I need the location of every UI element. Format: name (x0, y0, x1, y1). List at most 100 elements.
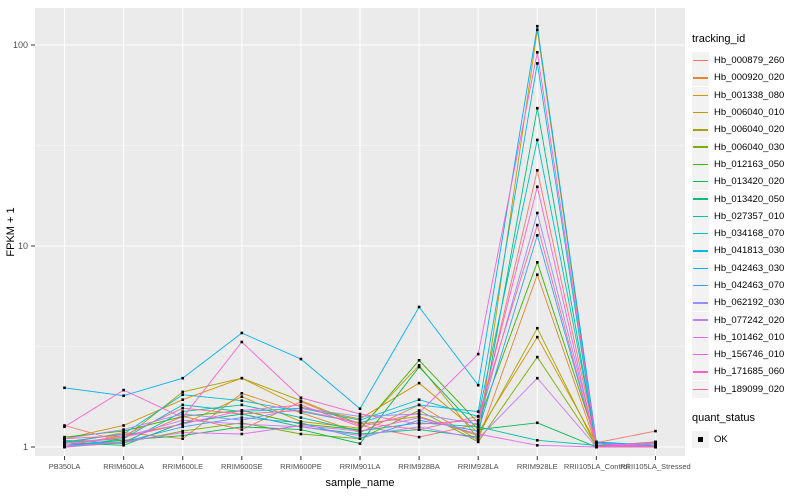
x-tick-label: RRIM901LA (340, 462, 381, 471)
data-point (240, 376, 244, 380)
x-axis-title: sample_name (325, 477, 394, 489)
legend-item-label: Hb_189099_020 (714, 383, 785, 395)
data-points (63, 24, 657, 449)
data-point (536, 273, 539, 276)
legend-item-label: Hb_006040_010 (714, 107, 785, 119)
data-point (240, 418, 244, 422)
legend-item: Hb_012163_050 (692, 155, 800, 173)
data-point (417, 403, 421, 407)
data-point (240, 399, 244, 402)
legend-key-line-icon (692, 104, 709, 122)
data-point (417, 365, 421, 369)
x-tick-label: RRIM600PE (280, 462, 322, 471)
data-point (417, 409, 421, 412)
legend-key-line-icon (692, 207, 709, 225)
data-point (122, 424, 125, 427)
legend-item: Hb_006040_020 (692, 121, 800, 139)
data-point (476, 428, 480, 431)
legend-item-label: Hb_156746_010 (714, 349, 785, 361)
data-point (536, 24, 539, 28)
data-point (299, 432, 303, 436)
legend-key-line-icon (692, 155, 709, 173)
legend-key-line-icon (692, 311, 709, 329)
data-point (417, 416, 421, 419)
data-point (240, 416, 244, 419)
data-point (63, 442, 66, 445)
data-point (654, 440, 657, 444)
data-point (240, 432, 244, 436)
data-point (63, 445, 66, 449)
legend-item: Hb_027357_010 (692, 207, 800, 225)
x-tick-label: RRIM600LE (162, 462, 203, 471)
legend-item-label: Hb_062192_030 (714, 297, 785, 309)
legend-key-line-icon (692, 190, 709, 208)
legend-item-label: Hb_000879_260 (714, 55, 785, 67)
legend-item-label: Hb_077242_020 (714, 314, 785, 326)
data-point (536, 326, 539, 330)
legend-item-quant: OK (692, 431, 800, 449)
data-point (595, 440, 598, 444)
data-point (358, 437, 362, 440)
legend-key-line-icon (692, 225, 709, 243)
data-point (476, 432, 480, 436)
data-point (476, 415, 480, 418)
data-point (299, 406, 303, 410)
data-point (299, 421, 303, 425)
data-point (240, 392, 244, 395)
legend-key-line-icon (692, 121, 709, 139)
data-point (181, 406, 184, 410)
data-point (536, 335, 539, 339)
data-point (417, 422, 421, 426)
data-point (358, 434, 362, 437)
data-point (299, 424, 303, 427)
x-tick-label: RRII105LA_Stressed (620, 462, 690, 471)
legend-key-line-icon (692, 277, 709, 294)
data-point (536, 234, 539, 237)
data-point (417, 425, 421, 429)
data-point (240, 425, 244, 429)
legend-item: Hb_006040_010 (692, 104, 800, 122)
data-point (536, 28, 539, 32)
x-tick-label: PB350LA (49, 462, 81, 471)
data-point (299, 428, 303, 431)
data-point (122, 388, 125, 392)
y-axis-title: FPKM + 1 (5, 207, 17, 256)
x-tick-label: RRIM928BA (398, 462, 440, 471)
y-tick-labels: 1 10 100 (13, 40, 28, 452)
data-point (536, 421, 539, 425)
data-point (299, 409, 303, 412)
data-point (536, 211, 539, 215)
data-point (240, 403, 244, 407)
data-point (181, 390, 184, 394)
data-point (654, 429, 657, 433)
data-point (417, 381, 421, 385)
data-point (358, 421, 362, 425)
data-point (358, 428, 362, 431)
legend-item-label: Hb_013420_050 (714, 193, 785, 205)
x-tick-label: RRIM928LE (517, 462, 558, 471)
data-point (476, 383, 480, 387)
data-point (240, 428, 244, 431)
data-point (181, 431, 184, 434)
data-point (299, 403, 303, 407)
data-point (122, 394, 125, 397)
data-point (181, 422, 184, 426)
data-point (536, 138, 539, 142)
data-point (536, 444, 539, 447)
data-point (299, 416, 303, 419)
legend-item-label: Hb_012163_050 (714, 158, 785, 170)
data-point (122, 439, 125, 442)
data-point (536, 223, 539, 227)
legend-item-label: Hb_006040_030 (714, 141, 785, 153)
legend-item: Hb_001338_080 (692, 86, 800, 104)
legend-key-line-icon (692, 363, 709, 381)
data-point (181, 425, 184, 429)
data-point (476, 352, 480, 356)
legend-key-line-icon (692, 328, 709, 346)
data-point (358, 407, 362, 410)
legend-item-label: Hb_042463_030 (714, 262, 785, 274)
legend-item-label: Hb_034168_070 (714, 228, 785, 240)
y-tick-label: 10 (18, 241, 28, 251)
data-point (181, 403, 184, 407)
data-point (476, 418, 480, 422)
